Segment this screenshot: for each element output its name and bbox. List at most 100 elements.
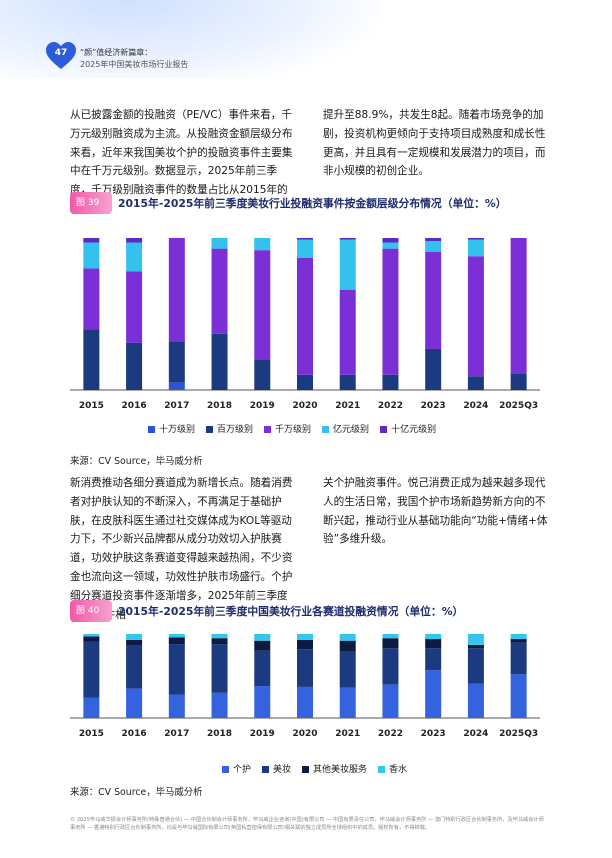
- legend-swatch: [222, 765, 229, 773]
- legend-label: 香水: [389, 765, 408, 775]
- x-tick-label: 2025Q3: [499, 729, 538, 739]
- bar-segment: [168, 382, 185, 390]
- bar-segment: [83, 636, 100, 642]
- figure-40-tag: 图 40: [70, 600, 112, 622]
- bar-segment: [126, 342, 143, 390]
- bar-segment: [510, 238, 527, 374]
- bar-segment: [467, 239, 484, 257]
- legend-swatch: [148, 425, 155, 433]
- bar-segment: [339, 374, 356, 390]
- legend-label: 十万级别: [159, 425, 196, 435]
- legend-label: 个护: [233, 765, 252, 775]
- bar-segment: [297, 257, 313, 375]
- bar-segment: [168, 644, 185, 695]
- legend-label: 千万级别: [275, 425, 312, 435]
- legend-label: 亿元级别: [333, 425, 370, 435]
- legend-swatch: [264, 425, 272, 433]
- heart-icon: [46, 42, 76, 69]
- page-header: 47 “颜”值经济新篇章： 2025年中国美妆市场行业报告: [0, 0, 612, 78]
- paragraph-3: 新消费推动各细分赛道成为新增长点。随着消费者对护肤认知的不断深入，不再满足于基础…: [70, 477, 293, 621]
- bar-segment: [382, 648, 399, 685]
- legend-label: 美妆: [273, 765, 292, 775]
- bar-segment: [425, 648, 442, 671]
- x-tick-label: 2020: [292, 729, 317, 739]
- paragraph-2: 提升至88.9%，共发生8起。随着市场竞争的加剧，投资机构更倾向于支持项目成熟度…: [323, 109, 546, 178]
- figure-39-heading: 图 39 2015年-2025年前三季度美妆行业投融资事件按金额层级分布情况（单…: [70, 192, 550, 214]
- bar-segment: [467, 256, 484, 377]
- bar-segment: [382, 638, 399, 649]
- bar-segment: [339, 238, 356, 240]
- bar-segment: [211, 638, 228, 645]
- bar-segment: [297, 239, 313, 258]
- bar-segment: [425, 238, 442, 242]
- legend-label: 十亿元级别: [391, 425, 437, 435]
- bar-segment: [211, 634, 228, 639]
- figure-40-legend: 个护 美妆 其他美妆服务 香水: [222, 762, 418, 775]
- bar-segment: [382, 634, 399, 639]
- x-tick-label: 2021: [335, 401, 360, 411]
- figure-39-tag: 图 39: [70, 192, 112, 214]
- bar-segment: [297, 238, 313, 240]
- bar-segment: [297, 374, 313, 390]
- bar-segment: [297, 649, 313, 687]
- figure-40-heading: 图 40 2015年-2025年前三季度中国美妆行业各赛道投融资情况（单位：%）: [70, 600, 550, 622]
- legend-swatch: [302, 765, 310, 773]
- bar-segment: [126, 688, 143, 718]
- bar-segment: [126, 639, 143, 646]
- bar-segment: [425, 670, 442, 718]
- bar-segment: [126, 242, 143, 272]
- bar-segment: [254, 650, 271, 687]
- bar-segment: [126, 634, 143, 640]
- bar-segment: [339, 634, 356, 641]
- bar-segment: [467, 683, 484, 718]
- bar-segment: [211, 238, 228, 249]
- legend-item: 其他美妆服务: [302, 762, 367, 775]
- figure-40-title: 2015年-2025年前三季度中国美妆行业各赛道投融资情况（单位：%）: [118, 605, 464, 618]
- bar-segment: [467, 644, 484, 649]
- bar-segment: [254, 640, 271, 651]
- bar-segment: [211, 248, 228, 334]
- bar-segment: [510, 674, 527, 718]
- bar-segment: [254, 359, 271, 390]
- bar-segment: [254, 686, 271, 718]
- x-tick-label: 2015: [79, 729, 104, 739]
- bar-segment: [126, 238, 143, 243]
- x-tick-label: 2018: [207, 401, 232, 411]
- x-tick-label: 2019: [250, 401, 275, 411]
- bar-segment: [339, 239, 356, 290]
- figure-39-source: 来源：CV Source，毕马威分析: [70, 456, 203, 467]
- x-tick-label: 2022: [378, 729, 403, 739]
- x-tick-label: 2020: [292, 401, 317, 411]
- bar-segment: [467, 648, 484, 684]
- bar-segment: [254, 634, 271, 641]
- header-subtitle: 2025年中国美妆市场行业报告: [80, 60, 189, 69]
- x-tick-label: 2023: [421, 729, 446, 739]
- bar-segment: [83, 634, 100, 637]
- legend-item: 香水: [378, 762, 407, 775]
- bar-segment: [382, 248, 399, 375]
- bar-segment: [382, 238, 399, 243]
- bar-segment: [211, 333, 228, 390]
- bar-segment: [168, 637, 185, 645]
- bar-segment: [168, 694, 185, 718]
- x-tick-label: 2019: [250, 729, 275, 739]
- legend-label: 百万级别: [217, 425, 254, 435]
- figure-39-chart: 2015 2016 2017 2018 2019 2020 2021 2022 2023 2024…: [70, 238, 540, 411]
- bar-segment: [297, 639, 313, 650]
- legend-item: 亿元级别: [322, 422, 369, 435]
- legend-item: 十万级别: [148, 422, 195, 435]
- bar-segment: [297, 686, 313, 718]
- header-title: “颜”值经济新篇章：: [80, 48, 153, 57]
- x-tick-label: 2021: [335, 729, 360, 739]
- bar-segment: [510, 639, 527, 643]
- bar-segment: [425, 251, 442, 349]
- bar-segment: [83, 641, 100, 698]
- x-tick-label: 2016: [122, 729, 147, 739]
- bar-segment: [83, 238, 100, 243]
- legend-swatch: [322, 425, 330, 433]
- bar-segment: [339, 289, 356, 375]
- bar-segment: [168, 238, 185, 342]
- figure-39-legend: 十万级别 百万级别 千万级别 亿元级别 十亿元级别: [148, 422, 447, 435]
- legend-swatch: [206, 425, 214, 433]
- bar-segment: [382, 684, 399, 718]
